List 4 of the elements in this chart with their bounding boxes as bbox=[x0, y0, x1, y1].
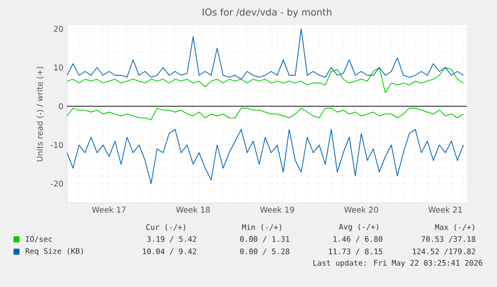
line-series bbox=[67, 108, 464, 120]
chart-title: IOs for /dev/vda - by month bbox=[202, 8, 332, 18]
line-series bbox=[67, 129, 464, 184]
line-series bbox=[67, 28, 464, 80]
